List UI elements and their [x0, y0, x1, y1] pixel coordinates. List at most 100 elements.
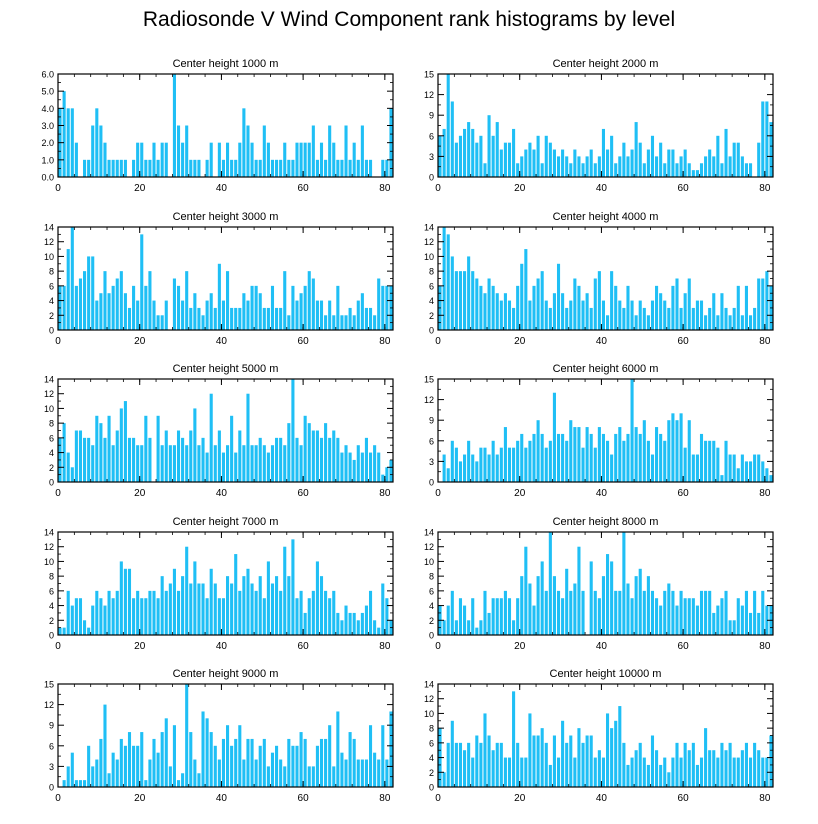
bar	[667, 149, 671, 177]
bar	[70, 108, 74, 177]
bar	[311, 125, 315, 177]
bar	[246, 300, 250, 330]
y-tick-label: 12	[424, 395, 434, 405]
bar	[565, 568, 569, 635]
bar	[471, 128, 475, 177]
bar	[650, 735, 655, 787]
bar	[524, 149, 528, 177]
bar	[144, 159, 148, 177]
bar	[87, 745, 91, 787]
bar	[704, 315, 708, 330]
bar	[234, 738, 238, 787]
bar	[103, 605, 107, 635]
bar	[626, 583, 630, 635]
panel-title: Center height 6000 m	[553, 363, 659, 375]
bar	[581, 163, 585, 177]
bar	[708, 750, 712, 787]
bar	[164, 430, 168, 482]
bar	[532, 149, 536, 177]
bar	[736, 598, 740, 635]
bar	[467, 440, 471, 482]
histogram-panel: Center height 9000 m 0 20 40 60 80 0 3 6 9 12 15	[44, 668, 394, 804]
bar	[699, 757, 704, 787]
bar	[634, 122, 638, 177]
bar	[512, 691, 516, 787]
bar	[254, 590, 258, 635]
bar	[385, 598, 389, 635]
histogram-panel: Center height 2000 m 0 20 40 60 80 0 3 6 9 12 15	[424, 58, 774, 194]
bar	[577, 285, 581, 330]
bar	[160, 315, 164, 330]
bar	[152, 590, 156, 635]
bar	[62, 285, 66, 330]
bar	[275, 159, 279, 177]
bar	[446, 234, 450, 330]
bar	[275, 307, 279, 330]
bar	[487, 278, 491, 330]
bar	[307, 423, 311, 482]
bar	[315, 300, 319, 330]
bar	[614, 163, 618, 177]
bar	[315, 159, 319, 177]
bar	[172, 725, 176, 787]
bar	[95, 108, 99, 177]
bar	[324, 315, 328, 330]
bar	[699, 300, 704, 330]
bar	[671, 757, 675, 787]
bar	[209, 142, 213, 177]
y-tick-label: 6	[49, 281, 54, 291]
bar	[667, 583, 671, 635]
bar	[136, 590, 140, 635]
bar	[385, 467, 389, 482]
bar	[78, 598, 83, 635]
bar	[565, 307, 569, 330]
bar	[205, 452, 209, 482]
x-tick-label: 0	[435, 793, 441, 804]
bar	[115, 590, 119, 635]
bar	[181, 773, 185, 787]
bar	[597, 271, 601, 330]
bar	[675, 163, 679, 177]
bar	[589, 735, 593, 787]
bar	[123, 568, 127, 635]
bar	[144, 285, 148, 330]
y-tick-label: 4.0	[41, 104, 54, 114]
bar	[99, 738, 103, 787]
bar	[761, 278, 765, 330]
y-tick-label: 1.0	[41, 155, 54, 165]
bar	[168, 583, 172, 635]
bar	[381, 285, 385, 330]
bar	[242, 759, 246, 787]
bar	[704, 156, 708, 177]
bar	[344, 605, 348, 635]
bar	[115, 430, 119, 482]
x-tick-label: 20	[134, 641, 146, 652]
y-tick-label: 4	[429, 296, 434, 306]
bar	[573, 278, 577, 330]
bar	[201, 315, 205, 330]
bar	[132, 285, 136, 330]
bar	[626, 285, 630, 330]
bar	[250, 738, 254, 787]
y-tick-label: 3.0	[41, 121, 54, 131]
x-tick-label: 40	[216, 793, 228, 804]
bar	[156, 315, 160, 330]
bar	[103, 704, 107, 787]
bar	[667, 772, 671, 787]
x-tick-label: 0	[55, 641, 61, 652]
bar	[270, 583, 275, 635]
y-tick-label: 6	[429, 281, 434, 291]
x-tick-label: 20	[514, 183, 526, 194]
bar	[140, 234, 144, 330]
y-tick-label: 3	[429, 152, 434, 162]
y-tick-label: 10	[44, 252, 54, 262]
y-tick-label: 12	[424, 542, 434, 552]
bar	[299, 590, 303, 635]
bar	[638, 568, 642, 635]
bar	[569, 163, 573, 177]
bar	[373, 620, 377, 635]
bar	[454, 620, 458, 635]
y-tick-label: 14	[44, 528, 54, 538]
bar	[495, 122, 499, 177]
bar	[140, 732, 144, 787]
